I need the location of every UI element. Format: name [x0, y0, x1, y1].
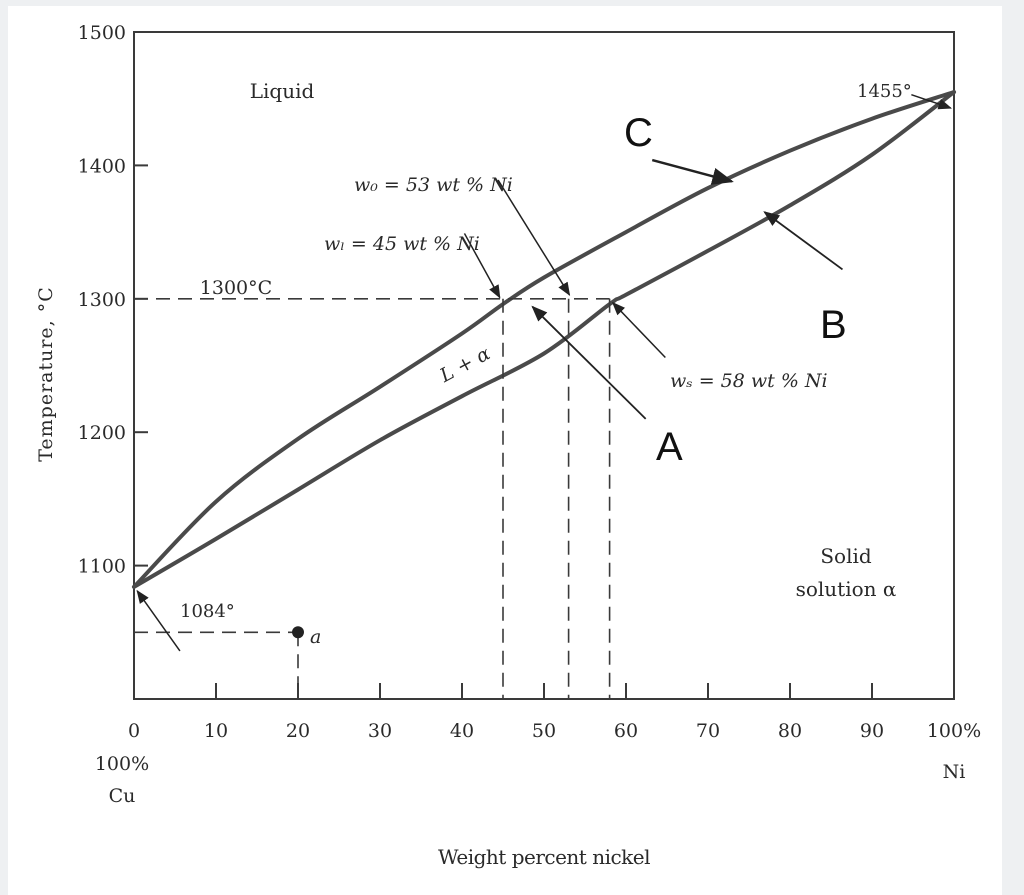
annotation-cu-melt: 1084° [180, 601, 235, 622]
arrow-ws [611, 301, 666, 359]
chart-page: 1100 1200 1300 1400 1500 0 10 20 30 40 50 60 70 80 90 1… [8, 6, 1002, 895]
x-tick-label: 60 [614, 720, 638, 742]
solid-region-label-line2: solution α [796, 577, 897, 601]
arrow-B [763, 211, 844, 271]
arrow-cu-melt [136, 589, 181, 652]
y-tick-label: 1400 [78, 155, 126, 177]
callout-label-c: C [624, 111, 653, 155]
phase-diagram-chart: 1100 1200 1300 1400 1500 0 10 20 30 40 50 60 70 80 90 1… [35, 22, 981, 869]
x-end-right-element: Ni [943, 761, 966, 783]
y-tick-label: 1200 [78, 422, 126, 444]
arrow-A [531, 305, 647, 420]
point-a-marker [292, 626, 304, 639]
annotation-wl: wₗ = 45 wt % Ni [324, 233, 480, 255]
liquidus-line [132, 90, 956, 589]
y-tick-label: 1300 [78, 289, 126, 311]
x-tick-label: 80 [778, 720, 802, 742]
point-a-label: a [310, 626, 321, 648]
annotation-ni-melt: 1455° [857, 81, 912, 102]
x-end-left-element: Cu [109, 785, 136, 807]
x-end-left-pct: 100% [95, 753, 149, 775]
x-tick-label: 50 [532, 720, 556, 742]
x-tick-label: 70 [696, 720, 720, 742]
x-tick-label: 100% [927, 720, 981, 742]
annotation-1300: 1300°C [200, 277, 272, 299]
solid-region-label-line1: Solid [820, 544, 872, 568]
annotation-ws: wₛ = 58 wt % Ni [670, 370, 828, 392]
y-tick-label: 1500 [78, 22, 126, 44]
annotation-w0: w₀ = 53 wt % Ni [354, 174, 513, 196]
x-tick-label: 40 [450, 720, 474, 742]
solidus-line [132, 90, 956, 589]
y-axis-label: Temperature, °C [35, 286, 57, 462]
x-tick-label: 10 [204, 720, 228, 742]
x-tick-label: 0 [128, 720, 140, 742]
x-tick-label: 30 [368, 720, 392, 742]
arrow-ni-melt [911, 93, 952, 110]
x-tick-label: 20 [286, 720, 310, 742]
arrow-C [651, 158, 734, 185]
arrow-w0 [497, 179, 571, 296]
callout-label-b: B [820, 303, 847, 347]
x-tick-label: 90 [860, 720, 884, 742]
y-tick-label: 1100 [78, 556, 126, 578]
liquid-region-label: Liquid [250, 79, 315, 103]
x-axis-label: Weight percent nickel [438, 845, 650, 869]
callout-label-a: A [656, 425, 683, 469]
two-phase-region-label: L + α [436, 342, 495, 387]
arrow-wl [463, 233, 501, 299]
